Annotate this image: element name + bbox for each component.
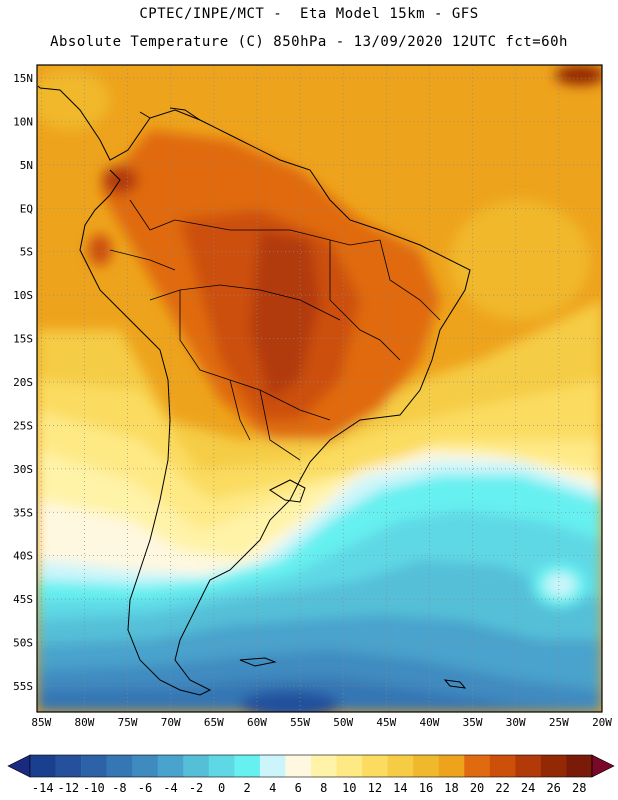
lon-tick-label: 75W [118, 716, 138, 729]
colorbar-label: 2 [244, 781, 251, 795]
colorbar-swatch [362, 755, 388, 777]
colorbar-swatch [566, 755, 593, 777]
colorbar-low-arrow [7, 754, 31, 778]
colorbar-swatch [413, 755, 440, 777]
colorbar: -14 -12 -10 -8 -6 -4 -2 0 2 4 6 8 10 12 14 16 18 20 22 24 26… [7, 754, 615, 795]
lat-tick-label: 30S [13, 463, 33, 476]
lat-tick-label: 15S [13, 333, 33, 346]
colorbar-label: 12 [368, 781, 382, 795]
colorbar-swatch [183, 755, 210, 777]
colorbar-swatch [336, 755, 363, 777]
colorbar-label: -4 [163, 781, 177, 795]
lon-tick-label: 85W [31, 716, 51, 729]
lat-tick-label: EQ [20, 202, 33, 215]
temperature-field [37, 65, 602, 712]
colorbar-label: 16 [419, 781, 433, 795]
lon-tick-label: 70W [161, 716, 181, 729]
lat-tick-label: 10S [13, 289, 33, 302]
lat-tick-label: 35S [13, 506, 33, 519]
colorbar-swatch [106, 755, 133, 777]
colorbar-label: -12 [57, 781, 79, 795]
colorbar-swatch [234, 755, 261, 777]
lat-tick-label: 40S [13, 550, 33, 563]
lat-tick-label: 10N [13, 115, 33, 128]
lat-tick-label: 5N [20, 159, 33, 172]
title-line-2: Absolute Temperature (C) 850hPa - 13/09/… [50, 34, 568, 50]
lat-tick-label: 45S [13, 593, 33, 606]
colorbar-label: 0 [218, 781, 225, 795]
lat-tick-label: 25S [13, 419, 33, 432]
lat-tick-label: 55S [13, 680, 33, 693]
colorbar-label: 6 [295, 781, 302, 795]
colorbar-high-arrow [591, 754, 615, 778]
lon-tick-label: 40W [420, 716, 440, 729]
colorbar-swatch [132, 755, 159, 777]
colorbar-label: 10 [342, 781, 356, 795]
lon-tick-label: 35W [463, 716, 483, 729]
lon-tick-label: 25W [549, 716, 569, 729]
colorbar-label: -8 [112, 781, 126, 795]
lon-tick-label: 55W [290, 716, 310, 729]
lon-tick-label: 50W [333, 716, 353, 729]
colorbar-swatch [259, 755, 286, 777]
lat-tick-label: 50S [13, 637, 33, 650]
colorbar-swatch [540, 755, 567, 777]
colorbar-label: 28 [572, 781, 586, 795]
longitude-labels: 85W 80W 75W 70W 65W 60W 55W 50W 45W 40W 35W 30W 25W 2… [31, 716, 612, 729]
colorbar-swatch [55, 755, 82, 777]
country-borders [109, 199, 441, 461]
coastline [37, 85, 471, 696]
colorbar-label: 4 [269, 781, 276, 795]
latitude-labels: 15N 10N 5N EQ 5S 10S 15S 20S 25S 30S 35S 40S 45S 50S 5… [13, 72, 33, 693]
title-line-1: CPTEC/INPE/MCT - Eta Model 15km - GFS [139, 6, 479, 22]
colorbar-swatch [285, 755, 312, 777]
colorbar-swatch [515, 755, 542, 777]
colorbar-label: -2 [189, 781, 203, 795]
lon-tick-label: 30W [506, 716, 526, 729]
lon-tick-label: 45W [376, 716, 396, 729]
colorbar-swatch [438, 755, 465, 777]
colorbar-swatch [157, 755, 184, 777]
colorbar-label: -6 [138, 781, 152, 795]
lon-tick-label: 60W [247, 716, 267, 729]
lat-tick-label: 5S [20, 246, 33, 259]
colorbar-label: -10 [83, 781, 105, 795]
colorbar-label: 22 [495, 781, 509, 795]
lon-tick-label: 80W [75, 716, 95, 729]
colorbar-label: -14 [32, 781, 54, 795]
colorbar-label: 18 [444, 781, 458, 795]
colorbar-label: 14 [393, 781, 407, 795]
colorbar-swatch [311, 755, 337, 777]
colorbar-swatch [208, 755, 235, 777]
lon-tick-label: 20W [592, 716, 612, 729]
colorbar-frame [29, 754, 593, 778]
lon-tick-label: 65W [204, 716, 224, 729]
colorbar-label: 8 [320, 781, 327, 795]
colorbar-swatch [30, 755, 56, 777]
colorbar-swatch [81, 755, 107, 777]
colorbar-label: 20 [470, 781, 484, 795]
map-frame [36, 64, 603, 713]
lat-tick-label: 15N [13, 72, 33, 85]
colorbar-swatch [489, 755, 516, 777]
colorbar-swatch [387, 755, 414, 777]
colorbar-swatch [464, 755, 491, 777]
colorbar-label: 26 [546, 781, 560, 795]
colorbar-label: 24 [521, 781, 535, 795]
lat-tick-label: 20S [13, 376, 33, 389]
